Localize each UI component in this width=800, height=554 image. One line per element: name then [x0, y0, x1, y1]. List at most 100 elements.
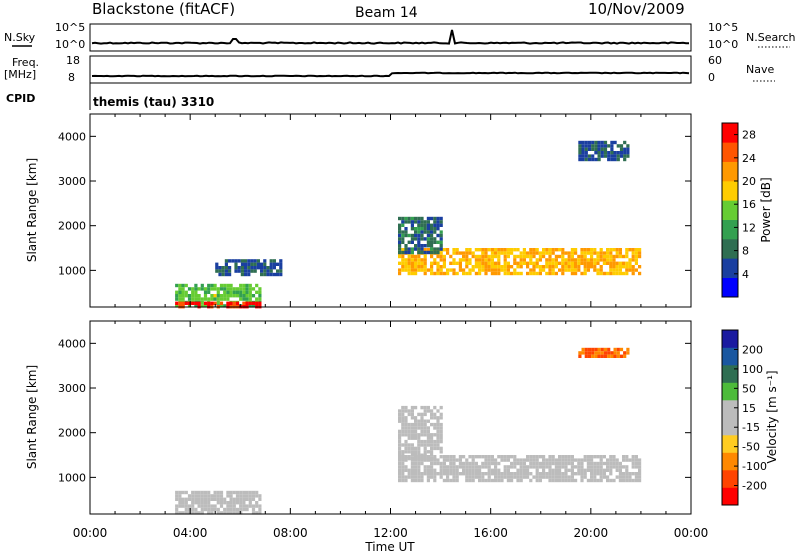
heatmap-cell [224, 272, 228, 277]
heatmap-cell [578, 147, 582, 151]
heatmap-cell [586, 265, 590, 269]
heatmap-cell [401, 258, 405, 262]
power-colorbar-tick-label: 28 [742, 129, 756, 142]
heatmap-cell [618, 251, 622, 255]
heatmap-cell [618, 268, 622, 272]
heatmap-cell [583, 261, 587, 265]
heatmap-cell [468, 258, 472, 262]
heatmap-cell [516, 468, 520, 472]
heatmap-cell [235, 490, 240, 495]
heatmap-cell [519, 265, 523, 269]
heatmap-cell [478, 455, 482, 459]
heatmap-cell [256, 266, 260, 270]
heatmap-cell [215, 266, 219, 270]
heatmap-cell [606, 461, 610, 466]
heatmap-cell [626, 151, 630, 155]
heatmap-cell [439, 247, 443, 251]
heatmap-cell [398, 443, 402, 447]
heatmap-cell [213, 294, 217, 298]
heatmap-cell [455, 465, 459, 469]
heatmap-cell [420, 233, 424, 238]
heatmap-cell [567, 461, 571, 466]
heatmap-cell [500, 265, 504, 269]
heatmap-cell [426, 409, 430, 413]
heatmap-cell [599, 248, 603, 252]
heatmap-cell [207, 297, 211, 301]
heatmap-cell [593, 268, 597, 272]
heatmap-cell [638, 461, 642, 466]
heatmap-cell [497, 261, 501, 265]
heatmap-cell [468, 468, 472, 472]
heatmap-cell [471, 251, 475, 255]
heatmap-cell [548, 465, 552, 469]
heatmap-cell [242, 497, 246, 501]
heatmap-cell [226, 283, 230, 288]
heatmap-cell [398, 453, 402, 457]
heatmap-cell [631, 248, 635, 252]
heatmap-cell [414, 429, 418, 434]
heatmap-cell [570, 271, 574, 276]
heatmap-cell [417, 254, 421, 259]
heatmap-cell [436, 254, 440, 259]
heatmap-cell [423, 271, 427, 276]
heatmap-cell [407, 265, 411, 269]
heatmap-cell [258, 301, 262, 305]
heatmap-cell [564, 472, 568, 476]
heatmap-cell [226, 501, 230, 505]
heatmap-cell [615, 248, 619, 252]
heatmap-cell [256, 259, 260, 263]
heatmap-cell [618, 465, 622, 469]
heatmap-cell [417, 233, 421, 238]
heatmap-cell [570, 461, 574, 466]
heatmap-cell [602, 271, 606, 276]
heatmap-cell [615, 268, 619, 272]
heatmap-cell [532, 261, 536, 265]
heatmap-cell [606, 475, 610, 479]
heatmap-cell [532, 461, 536, 466]
heatmap-cell [187, 504, 192, 508]
heatmap-cell [194, 301, 198, 305]
heatmap-cell [597, 157, 601, 162]
heatmap-cell [538, 254, 542, 259]
y-tick-label: 1000 [58, 471, 86, 484]
heatmap-cell [426, 250, 430, 255]
heatmap-cell [590, 468, 594, 472]
heatmap-cell [554, 458, 558, 462]
x-tick-label: 20:00 [574, 526, 609, 540]
heatmap-cell [433, 250, 437, 255]
heatmap-cell [439, 450, 443, 454]
colorbar-swatch [722, 239, 738, 259]
heatmap-cell [574, 271, 578, 276]
heatmap-cell [420, 412, 424, 417]
heatmap-cell [599, 268, 603, 272]
heatmap-cell [506, 455, 510, 459]
heatmap-cell [401, 223, 405, 227]
heatmap-cell [567, 468, 571, 472]
heatmap-cell [417, 230, 421, 234]
heatmap-cell [446, 271, 450, 276]
heatmap-cell [522, 251, 526, 255]
heatmap-cell [235, 294, 240, 298]
heatmap-cell [446, 478, 450, 483]
heatmap-cell [216, 494, 220, 498]
heatmap-cell [184, 290, 188, 294]
velocity-colorbar-tick-label: -100 [742, 460, 767, 473]
heatmap-cell [603, 351, 608, 355]
heatmap-cell [510, 465, 514, 469]
heatmap-cell [200, 297, 204, 301]
heatmap-cell [494, 475, 498, 479]
heatmap-cell [510, 251, 514, 255]
heatmap-cell [433, 220, 437, 224]
heatmap-cell [481, 461, 485, 466]
heatmap-cell [609, 458, 613, 462]
heatmap-cell [417, 244, 421, 248]
heatmap-cell [594, 347, 598, 352]
heatmap-cell [622, 478, 626, 483]
heatmap-cell [436, 223, 440, 227]
heatmap-cell [420, 426, 424, 430]
heatmap-cell [452, 258, 456, 262]
heatmap-cell [519, 271, 523, 276]
heatmap-cell [442, 271, 446, 276]
heatmap-cell [449, 472, 453, 476]
heatmap-cell [586, 251, 590, 255]
